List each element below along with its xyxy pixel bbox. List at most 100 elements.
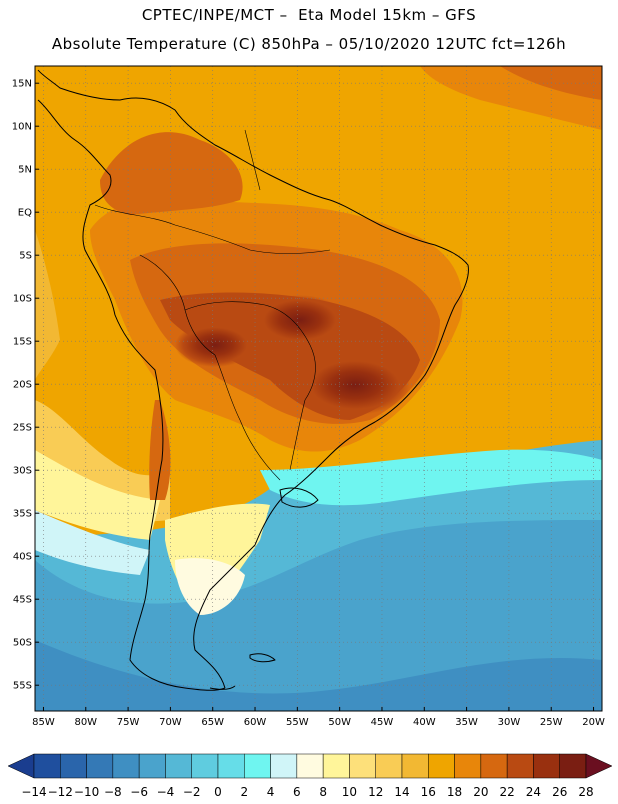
- lat-label: 5N: [18, 165, 32, 176]
- lon-label: 85W: [32, 717, 55, 728]
- colorbar-label: −12: [48, 785, 73, 799]
- lon-label: 25W: [540, 717, 563, 728]
- tierra-del-fuego: [209, 685, 236, 690]
- colorbar-swatch: [322, 753, 350, 779]
- border-north: [94, 204, 331, 255]
- lon-label: 80W: [74, 717, 97, 728]
- colorbar-label: 22: [500, 785, 515, 799]
- lon-label: 55W: [286, 717, 309, 728]
- rio-de-la-plata: [279, 487, 319, 508]
- colorbar-label: 26: [552, 785, 567, 799]
- temperature-field: [35, 66, 602, 711]
- colorbar-swatch: [86, 753, 114, 779]
- lat-label: 30S: [13, 466, 32, 477]
- lat-label: 55S: [13, 681, 32, 692]
- colorbar-swatch: [296, 753, 324, 779]
- colorbar-swatch: [244, 753, 271, 779]
- lon-label: 60W: [244, 717, 267, 728]
- border-bolivia: [184, 301, 316, 401]
- colorbar-label: 28: [578, 785, 593, 799]
- colorbar-swatch: [559, 753, 587, 779]
- lat-label: 45S: [13, 595, 32, 606]
- colorbar-label: 20: [473, 785, 488, 799]
- colorbar-label: 24: [526, 785, 541, 799]
- lat-label: 25S: [13, 423, 32, 434]
- colorbar-label: 4: [267, 785, 275, 799]
- colorbar-label: 14: [394, 785, 409, 799]
- lon-label: 75W: [117, 717, 140, 728]
- pacific-pale-band: [35, 450, 160, 540]
- lat-label: 35S: [13, 509, 32, 520]
- falklands: [249, 653, 276, 663]
- colorbar-swatch: [138, 753, 166, 779]
- hottest-core-central: [255, 295, 345, 345]
- colorbar-label: −14: [21, 785, 46, 799]
- lat-label: 20S: [13, 380, 32, 391]
- lat-label: 10S: [13, 294, 32, 305]
- colorbar-min-arrow: [7, 753, 35, 779]
- map-frame: [34, 65, 603, 712]
- coldest-ocean-band: [35, 640, 602, 711]
- colorbar-swatch: [533, 753, 560, 779]
- border-venezuela: [244, 129, 261, 191]
- lon-label: 35W: [455, 717, 478, 728]
- cyan-band: [260, 449, 602, 506]
- colorbar-labels: −14 −12 −10 −8 −6 −4 −2 0 2 4 6 8 10 12 14 16 18 20 22 24 26…: [21, 785, 593, 799]
- colorbar-label: −2: [183, 785, 201, 799]
- colorbar-max-arrow: [585, 753, 613, 779]
- hottest-core-east: [300, 355, 410, 415]
- colorbar-swatch: [33, 753, 61, 779]
- longitude-labels: 85W 80W 75W 70W 65W 60W 55W 50W 45W 40W 35W 30W 25W 2…: [32, 707, 605, 728]
- colorbar-swatch: [270, 753, 298, 779]
- lon-label: 20W: [582, 717, 605, 728]
- chart-title-line1: CPTEC/INPE/MCT – Eta Model 15km – GFS: [141, 6, 477, 24]
- colorbar-label: −6: [130, 785, 148, 799]
- colorbar-swatch: [428, 753, 455, 779]
- colorbar-swatch: [60, 753, 87, 779]
- colorbar-label: 10: [342, 785, 357, 799]
- chart-title-line2: Absolute Temperature (C) 850hPa – 05/10/…: [51, 35, 567, 53]
- andes-strip: [149, 400, 171, 500]
- lat-label: 5S: [19, 251, 32, 262]
- border-paraguay: [289, 399, 306, 471]
- colorbar-swatch: [191, 753, 219, 779]
- colorbar-label: 12: [368, 785, 383, 799]
- colorbar-swatch: [165, 753, 192, 779]
- lat-label: 50S: [13, 638, 32, 649]
- latitude-labels: 15N 10N 5N EQ 5S 10S 15S 20S 25S 30S 35S 40S 45S 50S 5…: [12, 79, 39, 692]
- colorbar-label: 8: [319, 785, 327, 799]
- colorbar-label: 6: [293, 785, 301, 799]
- pacific-white-band: [35, 510, 150, 575]
- coastlines: [37, 69, 469, 691]
- colorbar-swatch: [112, 753, 140, 779]
- country-borders: [94, 129, 331, 481]
- north-warm: [100, 132, 243, 215]
- colorbar-swatch: [454, 753, 482, 779]
- colorbar-label: 2: [240, 785, 248, 799]
- colorbar-swatch: [480, 753, 508, 779]
- colorbar-swatch: [349, 753, 376, 779]
- lon-label: 65W: [201, 717, 224, 728]
- lon-label: 45W: [371, 717, 394, 728]
- lat-label: EQ: [18, 208, 32, 219]
- lon-label: 50W: [328, 717, 351, 728]
- colorbar-swatch: [506, 753, 534, 779]
- pacific-west-band: [35, 230, 60, 380]
- border-argentina-chile: [214, 354, 281, 481]
- atlantic-coastline: [37, 69, 469, 689]
- colorbar-label: −8: [104, 785, 122, 799]
- colorbar-label: −4: [157, 785, 175, 799]
- colorbar-label: −10: [74, 785, 99, 799]
- lat-label: 10N: [12, 122, 32, 133]
- lon-label: 70W: [159, 717, 182, 728]
- colder-ocean-band: [35, 520, 602, 711]
- colorbar: [7, 753, 613, 779]
- lat-label: 15S: [13, 337, 32, 348]
- colorbar-label: 0: [214, 785, 222, 799]
- lon-label: 40W: [413, 717, 436, 728]
- lat-label: 40S: [13, 552, 32, 563]
- colorbar-swatch: [401, 753, 429, 779]
- colorbar-swatch: [217, 753, 245, 779]
